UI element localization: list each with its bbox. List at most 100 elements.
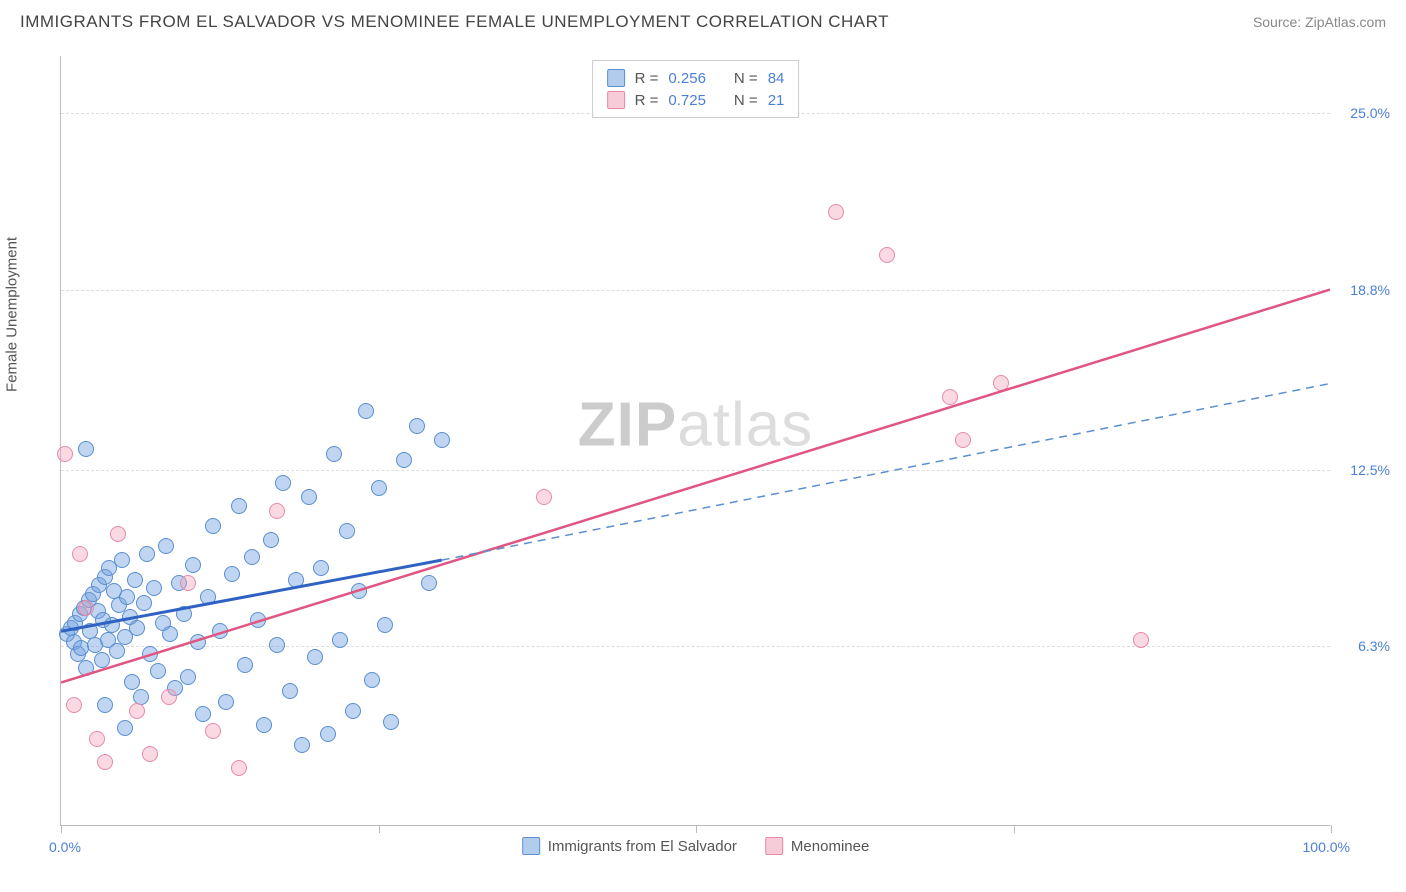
data-point	[339, 523, 355, 539]
data-point	[139, 546, 155, 562]
data-point	[269, 637, 285, 653]
data-point	[185, 557, 201, 573]
x-tick	[1331, 825, 1332, 833]
data-point	[256, 717, 272, 733]
x-tick	[1014, 825, 1015, 833]
data-point	[129, 703, 145, 719]
legend-stats-row: R = 0.725 N = 21	[607, 89, 785, 111]
x-tick-min: 0.0%	[49, 839, 81, 855]
data-point	[231, 498, 247, 514]
r-value: 0.725	[668, 92, 706, 109]
data-point	[250, 612, 266, 628]
x-tick	[696, 825, 697, 833]
y-tick-label: 12.5%	[1350, 462, 1390, 478]
data-point	[150, 663, 166, 679]
data-point	[351, 583, 367, 599]
data-point	[57, 446, 73, 462]
data-point	[301, 489, 317, 505]
legend-label: Menominee	[791, 838, 869, 855]
y-axis-label: Female Unemployment	[4, 237, 21, 392]
data-point	[114, 552, 130, 568]
data-point	[78, 600, 94, 616]
data-point	[205, 723, 221, 739]
data-point	[263, 532, 279, 548]
y-tick-label: 6.3%	[1358, 638, 1390, 654]
data-point	[828, 204, 844, 220]
data-point	[320, 726, 336, 742]
data-point	[1133, 632, 1149, 648]
data-point	[269, 503, 285, 519]
data-point	[205, 518, 221, 534]
data-point	[332, 632, 348, 648]
data-point	[993, 375, 1009, 391]
r-label: R =	[635, 70, 659, 87]
n-label: N =	[734, 92, 758, 109]
x-tick	[379, 825, 380, 833]
data-point	[161, 689, 177, 705]
data-point	[119, 589, 135, 605]
data-point	[190, 634, 206, 650]
legend-stats: R = 0.256 N = 84 R = 0.725 N = 21	[592, 60, 800, 118]
data-point	[142, 746, 158, 762]
data-point	[294, 737, 310, 753]
data-point	[97, 754, 113, 770]
data-point	[231, 760, 247, 776]
data-point	[195, 706, 211, 722]
legend-label: Immigrants from El Salvador	[548, 838, 737, 855]
data-point	[358, 403, 374, 419]
x-tick	[61, 825, 62, 833]
data-point	[97, 697, 113, 713]
data-point	[434, 432, 450, 448]
data-point	[180, 669, 196, 685]
data-point	[212, 623, 228, 639]
data-point	[879, 247, 895, 263]
data-point	[117, 720, 133, 736]
swatch-pink-icon	[765, 837, 783, 855]
data-point	[421, 575, 437, 591]
data-point	[364, 672, 380, 688]
r-label: R =	[635, 92, 659, 109]
swatch-pink-icon	[607, 91, 625, 109]
data-point	[224, 566, 240, 582]
legend-stats-row: R = 0.256 N = 84	[607, 67, 785, 89]
chart-container: Female Unemployment ZIPatlas R = 0.256 N…	[20, 46, 1386, 876]
data-point	[377, 617, 393, 633]
data-point	[307, 649, 323, 665]
data-point	[942, 389, 958, 405]
data-point	[78, 441, 94, 457]
data-point	[110, 526, 126, 542]
data-point	[536, 489, 552, 505]
legend-item: Immigrants from El Salvador	[522, 837, 737, 855]
data-point	[371, 480, 387, 496]
gridline	[61, 290, 1330, 291]
data-point	[78, 660, 94, 676]
data-point	[313, 560, 329, 576]
data-point	[66, 697, 82, 713]
data-point	[326, 446, 342, 462]
legend-series: Immigrants from El Salvador Menominee	[522, 837, 870, 855]
n-value: 84	[768, 70, 785, 87]
data-point	[180, 575, 196, 591]
data-point	[200, 589, 216, 605]
source-label: Source: ZipAtlas.com	[1253, 14, 1386, 30]
swatch-blue-icon	[607, 69, 625, 87]
data-point	[244, 549, 260, 565]
data-point	[955, 432, 971, 448]
data-point	[176, 606, 192, 622]
data-point	[89, 731, 105, 747]
swatch-blue-icon	[522, 837, 540, 855]
data-point	[109, 643, 125, 659]
data-point	[275, 475, 291, 491]
legend-item: Menominee	[765, 837, 869, 855]
data-point	[409, 418, 425, 434]
data-point	[218, 694, 234, 710]
data-point	[345, 703, 361, 719]
data-point	[142, 646, 158, 662]
data-point	[383, 714, 399, 730]
plot-area: ZIPatlas R = 0.256 N = 84 R = 0.725 N = …	[60, 56, 1330, 826]
data-point	[136, 595, 152, 611]
x-tick-max: 100.0%	[1303, 839, 1350, 855]
data-point	[72, 546, 88, 562]
y-tick-label: 25.0%	[1350, 105, 1390, 121]
data-point	[127, 572, 143, 588]
